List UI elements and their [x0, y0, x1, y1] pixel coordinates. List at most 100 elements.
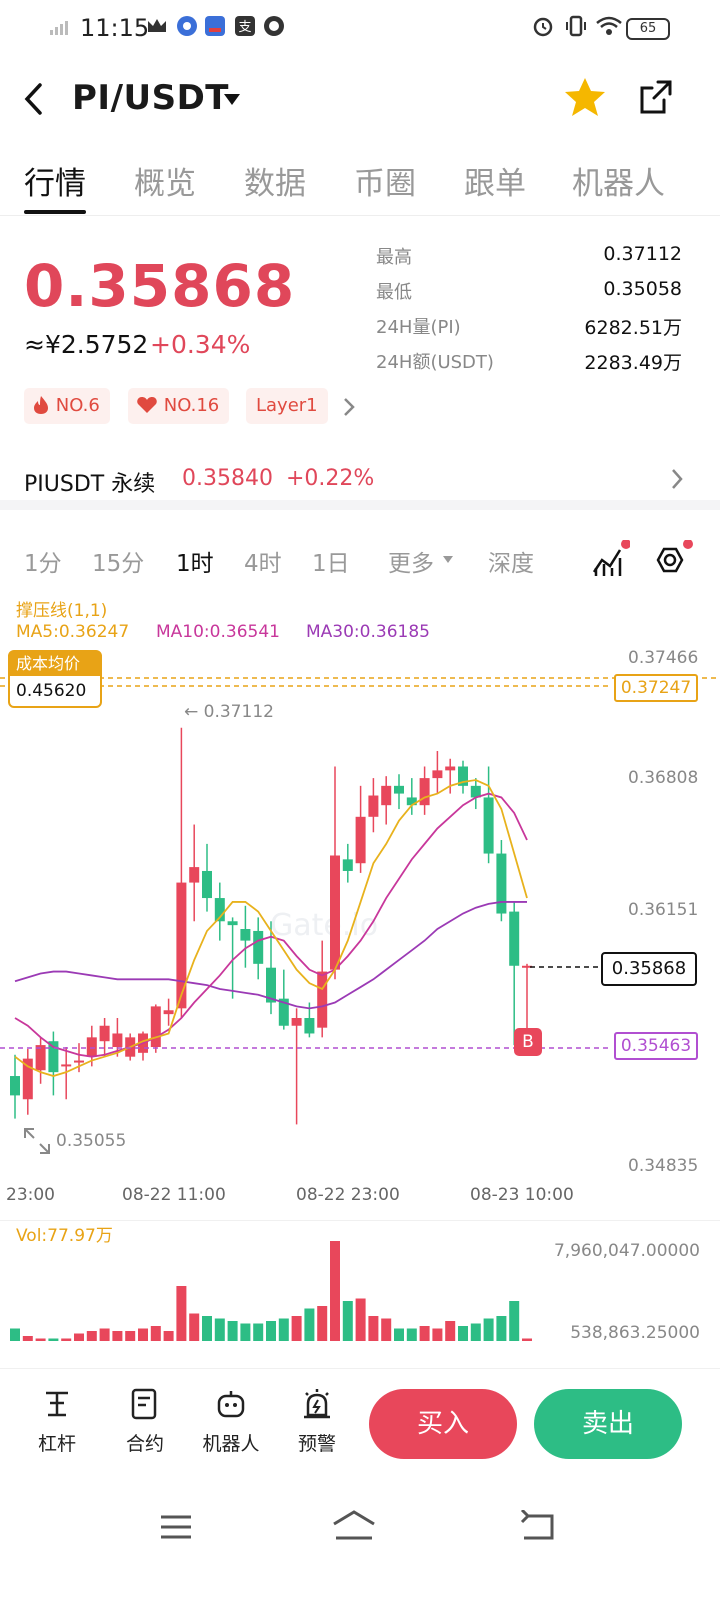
alert-nav[interactable]: 预警	[282, 1387, 352, 1456]
axis-price-bottom: 0.34835	[628, 1156, 699, 1176]
volume-panel: Vol:77.97万 7,960,047.00000 538,863.25000	[0, 1220, 720, 1360]
candle-body	[483, 797, 494, 854]
tab-market[interactable]: 行情	[24, 158, 86, 214]
tab-overview[interactable]: 概览	[134, 166, 196, 202]
volume-bar	[266, 1321, 276, 1341]
alert-label: 预警	[297, 1433, 336, 1455]
category-tag[interactable]: Layer1	[246, 388, 328, 424]
volume-bar	[227, 1321, 238, 1341]
ma30-line	[14, 901, 527, 1010]
perpetual-row[interactable]: PIUSDT 永续 0.35840 +0.22%	[0, 450, 720, 510]
candle-body	[406, 797, 417, 806]
rank-tag-hot[interactable]: NO.6	[24, 388, 110, 424]
clock: 11:15	[80, 14, 150, 42]
system-nav-bar	[0, 1490, 720, 1600]
contract-label: 合约	[125, 1433, 164, 1455]
leverage-nav[interactable]: 杠杆	[22, 1387, 92, 1456]
tab-data[interactable]: 数据	[244, 166, 306, 202]
volume-bar	[291, 1316, 302, 1341]
volume-bar	[419, 1326, 430, 1341]
interval-1d[interactable]: 1日	[312, 551, 350, 577]
volume-bar	[202, 1316, 212, 1341]
reset-zoom-icon[interactable]	[22, 1126, 52, 1156]
volume-bar	[74, 1333, 84, 1341]
volume-bar	[470, 1323, 481, 1341]
volume-bar	[125, 1331, 136, 1341]
last-price: 0.35868	[24, 252, 296, 320]
candle-body	[470, 785, 481, 798]
stat-low-label: 最低	[376, 282, 412, 303]
volume-bar	[150, 1326, 161, 1341]
interval-1h[interactable]: 1时	[176, 551, 214, 577]
stat-volume-value: 6282.51万	[584, 317, 682, 339]
status-bar: 11:15 支 65	[0, 0, 720, 58]
back-nav-icon[interactable]	[518, 1510, 556, 1544]
volume-bar	[48, 1338, 59, 1341]
volume-bar	[496, 1316, 507, 1341]
candle-body	[163, 1010, 174, 1015]
volume-mid: 538,863.25000	[570, 1323, 700, 1343]
menu-icon[interactable]	[158, 1512, 194, 1542]
candlestick-chart[interactable]: Gate.io	[0, 640, 720, 1220]
watermark: Gate.io	[270, 908, 378, 943]
candle-body	[445, 766, 456, 771]
volume-bar	[304, 1308, 315, 1341]
home-icon[interactable]	[330, 1508, 378, 1544]
high-marker: ← 0.37112	[184, 702, 274, 722]
cost-average-box: 成本均价 0.45620	[8, 650, 102, 708]
tab-bots[interactable]: 机器人	[572, 166, 665, 202]
volume-bar	[10, 1328, 20, 1341]
candle-body	[189, 867, 200, 883]
perp-change: +0.22%	[286, 466, 375, 491]
volume-bar	[163, 1331, 174, 1341]
settings-icon[interactable]	[648, 540, 694, 578]
volume-bar	[317, 1306, 328, 1341]
contract-nav[interactable]: 合约	[110, 1387, 180, 1456]
candle-body	[10, 1076, 20, 1096]
candle-body	[266, 967, 276, 1003]
volume-bar	[406, 1328, 417, 1341]
support-label: 撑压线(1,1)	[16, 601, 108, 621]
indicator-icon[interactable]	[590, 540, 630, 578]
bots-nav[interactable]: 机器人	[196, 1387, 266, 1456]
interval-15m[interactable]: 15分	[92, 551, 145, 577]
stat-turnover-label: 24H额(USDT)	[376, 352, 494, 373]
robot-icon	[217, 1391, 245, 1418]
back-icon[interactable]	[22, 82, 46, 116]
stat-volume-label: 24H量(PI)	[376, 317, 461, 338]
volume-bar	[189, 1313, 200, 1341]
ma10-label: MA10:0.36541	[156, 622, 280, 642]
sell-button[interactable]: 卖出	[534, 1389, 682, 1459]
interval-1m[interactable]: 1分	[24, 551, 62, 577]
volume-bar	[432, 1328, 443, 1341]
pair-title[interactable]: PI/USDT	[72, 78, 229, 118]
category-tag-label: Layer1	[256, 395, 318, 416]
volume-bar	[214, 1318, 225, 1341]
star-icon[interactable]	[563, 76, 607, 118]
volume-max: 7,960,047.00000	[553, 1241, 700, 1261]
candle-body	[86, 1037, 97, 1057]
interval-depth[interactable]: 深度	[488, 551, 534, 577]
candle-body	[509, 911, 520, 966]
interval-more[interactable]: 更多	[388, 551, 434, 577]
tab-copy-trade[interactable]: 跟单	[464, 166, 526, 202]
interval-4h[interactable]: 4时	[244, 551, 282, 577]
heart-icon	[137, 397, 157, 413]
caret-down-icon[interactable]	[222, 92, 242, 106]
buy-marker[interactable]: B	[514, 1028, 542, 1056]
chevron-right-icon[interactable]	[342, 397, 356, 417]
volume-bar	[99, 1328, 110, 1341]
stat-high-value: 0.37112	[603, 243, 682, 265]
candle-body	[240, 929, 251, 941]
flame-icon	[34, 396, 48, 414]
candle-body	[61, 1064, 72, 1067]
rank-tag-fav[interactable]: NO.16	[128, 388, 230, 424]
volume-bar	[483, 1318, 494, 1341]
candle-body	[278, 998, 289, 1026]
share-icon[interactable]	[636, 78, 676, 118]
tab-community[interactable]: 币圈	[354, 166, 416, 202]
cny-price: ≈¥2.5752	[24, 330, 149, 359]
buy-button[interactable]: 买入	[369, 1389, 517, 1459]
stat-high-label: 最高	[376, 247, 412, 268]
wifi-icon	[596, 16, 622, 35]
